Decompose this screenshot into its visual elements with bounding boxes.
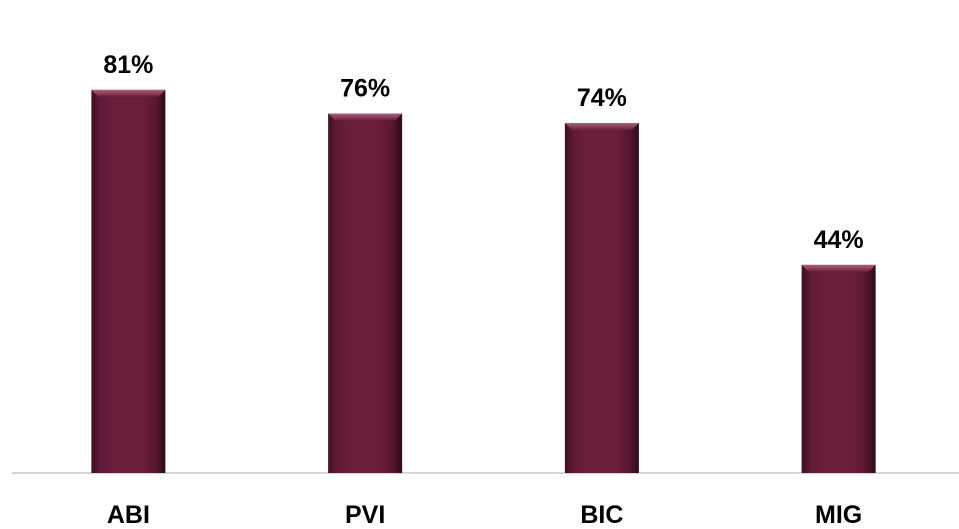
- bar-abi: [91, 89, 166, 474]
- data-label-pvi: 76%: [340, 75, 390, 103]
- bars-group: [91, 89, 876, 474]
- category-label-mig: MIG: [815, 501, 862, 529]
- bar-pvi: [328, 113, 403, 474]
- data-label-abi: 81%: [103, 51, 153, 79]
- bar-mig: [801, 264, 876, 473]
- category-label-pvi: PVI: [345, 501, 385, 529]
- category-label-bic: BIC: [580, 501, 623, 529]
- bar-bevel-pvi: [328, 113, 403, 121]
- data-label-mig: 44%: [814, 226, 864, 254]
- bar-bic: [564, 122, 639, 473]
- bar-bevel-bic: [564, 122, 639, 130]
- category-label-abi: ABI: [107, 501, 150, 529]
- bar-bevel-mig: [801, 264, 876, 272]
- data-label-bic: 74%: [577, 84, 627, 112]
- data-labels-group: 81% 76% 74% 44%: [103, 51, 863, 254]
- bar-bevel-abi: [91, 89, 166, 97]
- category-labels-group: ABI PVI BIC MIG: [107, 501, 862, 529]
